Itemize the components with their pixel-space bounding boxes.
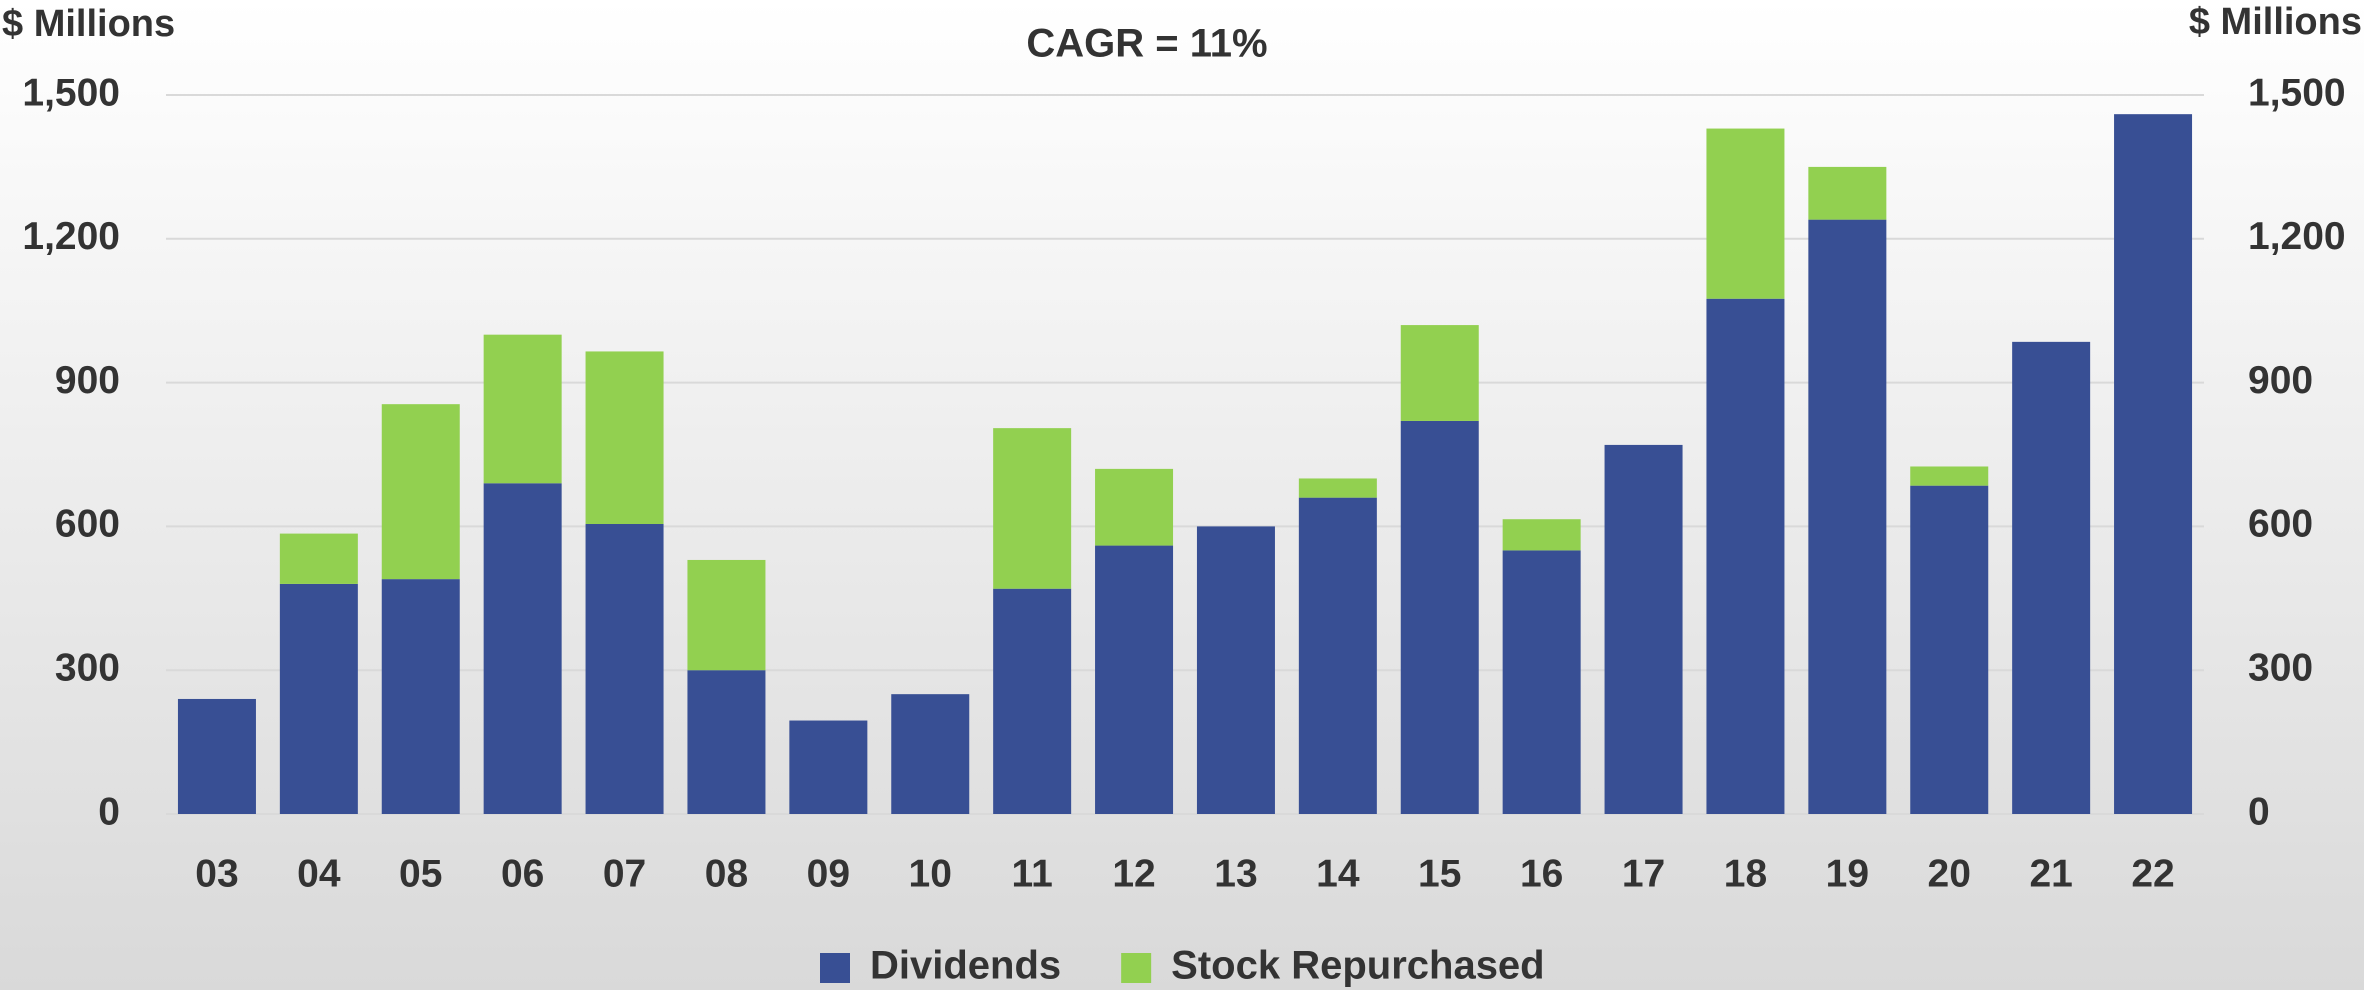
bar-segment — [1502, 519, 1581, 551]
x-tick-label: 09 — [807, 852, 850, 895]
x-tick-label: 06 — [501, 852, 544, 895]
x-tick-label: 13 — [1214, 852, 1257, 895]
x-tick-label: 07 — [603, 852, 646, 895]
bar-segment — [1400, 420, 1479, 814]
x-tick-label: 20 — [1928, 852, 1971, 895]
y2-tick-label: 600 — [2248, 503, 2313, 546]
y2-axis-label: $ Millions — [2189, 1, 2362, 43]
bar-segment — [585, 351, 664, 525]
x-tick-label: 17 — [1622, 852, 1665, 895]
bar-segment — [687, 670, 766, 814]
bar-segment — [279, 583, 358, 814]
x-tick-label: 14 — [1316, 852, 1360, 895]
bar-segment — [1400, 325, 1479, 421]
legend-label: Dividends — [870, 944, 1061, 988]
bar-segment — [483, 334, 562, 484]
x-tick-label: 15 — [1418, 852, 1461, 895]
y2-tick-label: 300 — [2248, 646, 2313, 689]
x-tick-label: 19 — [1826, 852, 1869, 895]
bar-segment — [891, 694, 970, 814]
x-tick-label: 21 — [2029, 852, 2072, 895]
y-axis-label: $ Millions — [2, 3, 175, 45]
bar-segment — [585, 524, 664, 814]
bar-segment — [1196, 526, 1275, 814]
bar-segment — [789, 720, 868, 814]
y-tick-label: 1,200 — [22, 215, 120, 258]
bar-segment — [993, 428, 1072, 589]
bar-segment — [1298, 478, 1377, 498]
bar-segment — [483, 483, 562, 814]
bar-segment — [2012, 341, 2091, 814]
x-tick-label: 12 — [1112, 852, 1155, 895]
x-tick-label: 18 — [1724, 852, 1767, 895]
y2-tick-label: 1,200 — [2248, 215, 2346, 258]
x-tick-label: 11 — [1012, 852, 1053, 895]
bar-segment — [279, 533, 358, 584]
y2-tick-label: 0 — [2248, 790, 2270, 833]
bar-segment — [687, 559, 766, 671]
bar-segment — [993, 588, 1072, 814]
x-tick-label: 04 — [297, 852, 341, 895]
y-tick-label: 300 — [55, 646, 120, 689]
x-tick-label: 05 — [399, 852, 442, 895]
bar-segment — [1910, 466, 1989, 486]
y-tick-label: 600 — [55, 503, 120, 546]
bar-segment — [381, 579, 460, 814]
x-tick-label: 16 — [1520, 852, 1563, 895]
y-tick-label: 900 — [55, 359, 120, 402]
bar-segment — [1808, 219, 1887, 815]
x-tick-label: 08 — [705, 852, 748, 895]
y-tick-label: 1,500 — [22, 71, 120, 114]
x-tick-label: 03 — [195, 852, 238, 895]
bar-segment — [1298, 497, 1377, 814]
x-tick-label: 22 — [2131, 852, 2174, 895]
legend-swatch — [820, 953, 850, 983]
bar-segment — [2114, 114, 2193, 814]
y2-tick-label: 900 — [2248, 359, 2313, 402]
bar-segment — [1706, 298, 1785, 814]
bar-segment — [1604, 444, 1683, 814]
bar-segment — [1808, 166, 1887, 220]
x-tick-label: 10 — [909, 852, 952, 895]
bar-segment — [1502, 550, 1581, 814]
bar-segment — [1910, 485, 1989, 814]
legend-label: Stock Repurchased — [1171, 944, 1544, 988]
y2-tick-label: 1,500 — [2248, 71, 2346, 114]
bar-segment — [1095, 545, 1174, 814]
bar-segment — [1095, 468, 1174, 546]
bar-segment — [1706, 128, 1785, 299]
y-tick-label: 0 — [98, 790, 120, 833]
legend-swatch — [1121, 953, 1152, 983]
chart-title: CAGR = 11% — [1026, 22, 1267, 66]
bar-segment — [177, 698, 256, 814]
bar-segment — [381, 404, 460, 580]
